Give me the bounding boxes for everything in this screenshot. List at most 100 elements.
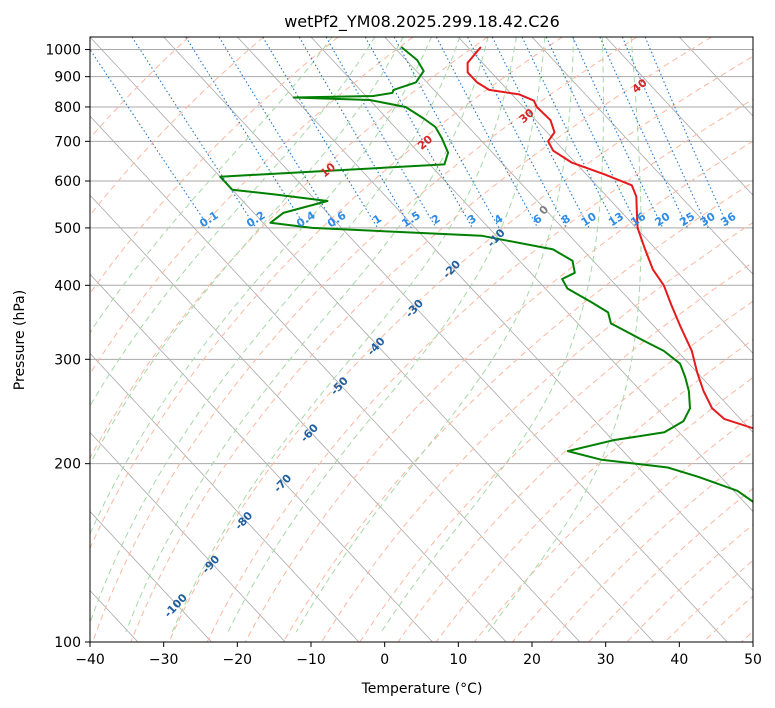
isotherm-line	[90, 273, 433, 642]
isotherm-label: -100	[162, 591, 191, 620]
dewpoint-profile-line	[219, 46, 753, 503]
y-tick-label: 500	[54, 221, 81, 237]
mixing-ratio-line	[90, 48, 210, 229]
series-layer	[219, 46, 753, 503]
dry-adiabat-line	[90, 37, 563, 550]
mixing-ratio-line	[185, 37, 307, 229]
moist-adiabat-line	[171, 37, 517, 633]
isotherm-line	[163, 37, 728, 642]
dry-adiabat-line	[90, 37, 190, 139]
isotherm-label: -70	[271, 471, 294, 495]
mixing-ratio-label: 36	[718, 210, 738, 229]
mixing-ratio-line	[491, 37, 590, 229]
dry-adiabat-line	[435, 339, 753, 642]
mixing-ratio-line	[572, 37, 664, 229]
isotherm-line	[605, 37, 753, 196]
mixing-ratio-line	[364, 37, 473, 229]
adiabat-label: 10	[318, 160, 338, 180]
adiabat-label: 30	[517, 106, 537, 126]
mixing-ratio-line	[599, 37, 688, 229]
isotherm-line	[752, 37, 753, 38]
y-axis-label: Pressure (hPa)	[12, 290, 28, 390]
moist-adiabat-line	[90, 37, 461, 625]
dry-adiabat-line	[702, 595, 753, 642]
mixing-ratio-label: 8	[559, 212, 573, 227]
mixing-ratio-label: 3	[465, 212, 479, 227]
y-tick-label: 100	[54, 635, 81, 651]
mixing-ratio-label: 1.5	[399, 209, 422, 231]
dry-adiabat-line	[130, 37, 712, 642]
dry-adiabat-line	[90, 37, 488, 459]
isotherm-line	[90, 194, 507, 642]
dry-adiabat-line	[321, 221, 753, 642]
mixing-ratio-line	[393, 37, 500, 229]
moist-adiabat-line	[227, 37, 546, 633]
mixing-ratio-label: 10	[579, 210, 599, 229]
mixing-ratio-line	[218, 37, 338, 229]
x-tick-label: 40	[670, 652, 688, 668]
moist-adiabat-line	[295, 37, 575, 633]
x-tick-label: 10	[449, 652, 467, 668]
moist-adiabat-line	[90, 37, 404, 466]
y-tick-label: 800	[54, 100, 81, 116]
mixing-ratio-line	[644, 37, 730, 229]
isotherm-line	[237, 37, 753, 592]
dry-adiabat-line	[90, 37, 339, 295]
y-tick-label: 600	[54, 174, 81, 190]
dry-adiabat-line	[90, 37, 414, 375]
mixing-ratio-line	[131, 37, 257, 229]
mixing-ratio-label: 20	[653, 210, 673, 229]
isotherm-line	[90, 37, 654, 642]
isotherm-line	[0, 37, 64, 642]
isotherm-line	[90, 115, 581, 642]
temperature-profile-line	[466, 46, 753, 430]
moist-adiabat-line	[90, 37, 333, 334]
x-tick-label: −40	[75, 652, 105, 668]
dry-adiabat-line	[283, 181, 753, 642]
y-tick-label: 900	[54, 70, 81, 86]
isotherm-label: -20	[440, 257, 463, 281]
dry-adiabat-line	[206, 98, 753, 642]
mixing-ratio-label: 0.6	[325, 209, 349, 231]
isotherm-line	[90, 352, 360, 642]
dry-adiabat-line	[168, 55, 753, 642]
x-tick-label: −30	[149, 652, 179, 668]
isotherm-line	[679, 37, 753, 117]
isotherm-line	[458, 37, 753, 354]
mixing-ratio-label: 2	[429, 212, 443, 227]
x-axis-label: Temperature (°C)	[361, 681, 483, 697]
x-tick-label: 20	[523, 652, 541, 668]
moist-adiabat-line	[487, 37, 642, 633]
mixing-ratio-line	[435, 37, 539, 229]
isotherm-line	[90, 510, 212, 642]
dry-adiabat-line	[397, 300, 753, 642]
mixing-ratio-label: 4	[492, 212, 506, 227]
mixing-ratio-label: 16	[628, 210, 648, 229]
mixing-ratio-line	[262, 37, 379, 229]
x-tick-label: 30	[597, 652, 615, 668]
mixing-ratio-line	[621, 37, 709, 229]
isotherm-label: -10	[485, 226, 508, 250]
isotherm-line	[90, 431, 286, 642]
x-tick-label: −20	[223, 652, 253, 668]
background-lines	[0, 37, 753, 642]
isotherm-line	[531, 37, 753, 275]
dry-adiabat-line	[741, 630, 753, 642]
dry-adiabat-line	[244, 140, 753, 642]
dry-adiabat-line	[473, 376, 753, 642]
dry-adiabat-line	[664, 559, 753, 642]
mixing-ratio-label: 0.1	[197, 209, 220, 231]
isotherm-line	[310, 37, 753, 513]
isotherm-label: -60	[298, 421, 321, 445]
axis-ticks: −40 −30 −20 −10 0 10 20 30 40 50 100 200 300 400 500 60…	[45, 43, 762, 668]
moist-adiabat-line	[380, 37, 604, 633]
dry-adiabat-line	[512, 414, 753, 642]
line-labels: 0.1 0.2 0.4 0.6 1 1.5 2 3 4 6 8 10 13 16 20 25 30 36-100-…	[162, 76, 739, 620]
dry-adiabat-line	[359, 261, 753, 642]
dry-adiabat-line	[550, 451, 753, 642]
moist-adiabat-line	[90, 37, 376, 407]
x-tick-label: −10	[296, 652, 326, 668]
moist-adiabat-line	[125, 37, 489, 633]
mixing-ratio-line	[521, 37, 617, 229]
